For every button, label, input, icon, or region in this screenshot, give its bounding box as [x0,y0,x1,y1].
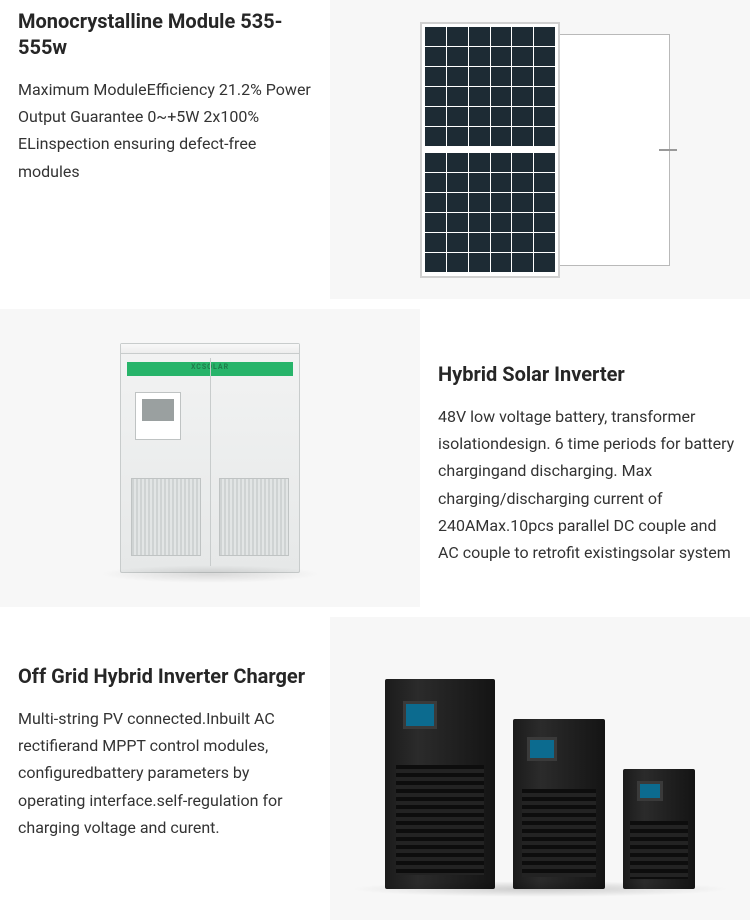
shadow-icon [100,565,320,583]
product-text-1: Monocrystalline Module 535-555w Maximum … [0,0,330,299]
product-image-3 [330,617,750,920]
product-desc: Maximum ModuleEfficiency 21.2% Power Out… [18,76,312,185]
ups-unit-medium-icon [513,719,605,889]
ups-unit-small-icon [623,769,695,889]
shadow-icon [350,881,730,897]
product-title: Hybrid Solar Inverter [438,361,740,387]
product-image-1 [330,0,750,299]
solar-panel-icon [390,20,690,280]
product-text-3: Off Grid Hybrid Inverter Charger Multi-s… [0,617,330,920]
product-title: Off Grid Hybrid Inverter Charger [18,663,312,689]
cabinet-icon: XCSOLAR [120,343,300,573]
product-row-2: XCSOLAR Hybrid Solar Inverter 48V low vo… [0,309,750,607]
cabinet-vent-icon [131,478,201,556]
ups-trio-icon [350,649,730,889]
cabinet-screen-icon [135,392,181,440]
product-title: Monocrystalline Module 535-555w [18,8,312,60]
product-row-1: Monocrystalline Module 535-555w Maximum … [0,0,750,299]
product-desc: 48V low voltage battery, transformer iso… [438,403,740,566]
ups-unit-large-icon [385,679,495,889]
product-desc: Multi-string PV connected.Inbuilt AC rec… [18,705,312,841]
product-image-2: XCSOLAR [0,309,420,607]
solar-panel-front-icon [420,22,560,278]
cabinet-vent-icon [219,478,289,556]
product-row-3: Off Grid Hybrid Inverter Charger Multi-s… [0,617,750,920]
product-text-2: Hybrid Solar Inverter 48V low voltage ba… [420,309,750,607]
